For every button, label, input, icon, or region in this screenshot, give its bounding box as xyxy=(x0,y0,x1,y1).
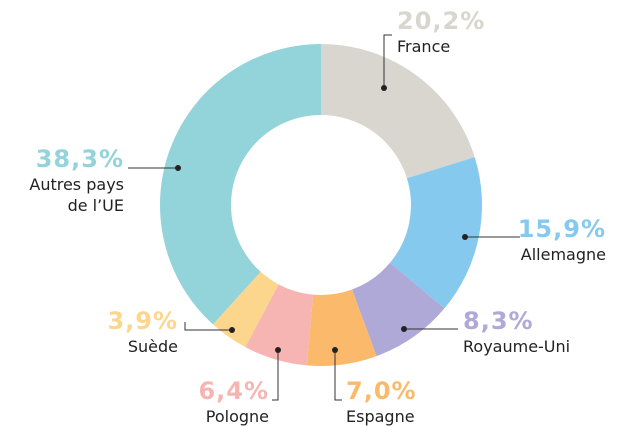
category-label: Pologne xyxy=(205,407,269,427)
category-label: Espagne xyxy=(346,407,415,427)
category-label: Allemagne xyxy=(520,245,606,265)
leader-line xyxy=(272,350,279,401)
percent-label: 3,9% xyxy=(107,307,178,335)
slice-label: 6,4% Pologne xyxy=(109,376,269,427)
leader-dot xyxy=(381,85,387,91)
category-label: Royaume-Uni xyxy=(463,337,571,357)
leader-dot xyxy=(229,327,235,333)
slice-label: 15,9% Allemagne xyxy=(446,214,606,266)
slice-label: 20,2% France xyxy=(397,6,557,58)
slice xyxy=(160,44,321,325)
leader-line xyxy=(383,34,392,88)
leader-dot xyxy=(175,165,181,171)
slice xyxy=(245,284,314,366)
percent-label: 6,4% xyxy=(198,377,269,405)
percent-label: 8,3% xyxy=(463,307,534,335)
category-label: Autres pays de l’UE xyxy=(29,175,124,215)
slice-label: 8,3% Royaume-Uni xyxy=(463,306,623,358)
leader-line xyxy=(334,350,342,401)
slice xyxy=(352,262,445,357)
slice xyxy=(389,157,482,309)
leader-dot xyxy=(275,347,281,353)
leader-line xyxy=(184,322,232,331)
leader-dot xyxy=(401,326,407,332)
percent-label: 38,3% xyxy=(35,145,124,173)
leader-dot xyxy=(462,234,468,240)
slice-label: 3,9% Suède xyxy=(58,306,178,358)
category-label: France xyxy=(397,37,451,57)
percent-label: 7,0% xyxy=(346,377,417,405)
leader-dot xyxy=(332,347,338,353)
slice-label: 7,0% Espagne xyxy=(346,376,506,427)
slice xyxy=(321,44,475,179)
category-label: Suède xyxy=(127,337,178,357)
percent-label: 15,9% xyxy=(517,215,606,243)
slice xyxy=(213,271,279,348)
slice xyxy=(306,289,377,366)
slice-label: 38,3% Autres pays de l’UE xyxy=(4,144,124,217)
percent-label: 20,2% xyxy=(397,7,486,35)
